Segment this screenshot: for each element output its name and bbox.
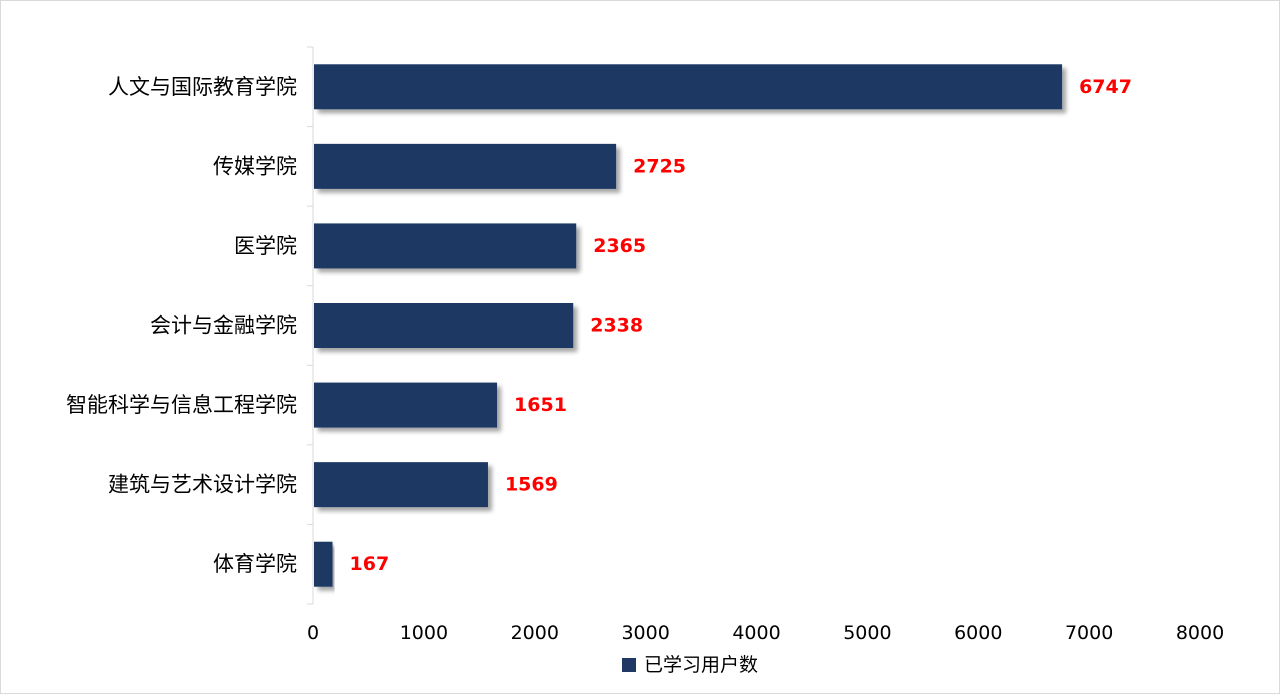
category-label: 传媒学院 [213,154,297,178]
data-label: 1569 [505,474,558,496]
x-tick-label: 8000 [1176,622,1224,644]
category-label: 人文与国际教育学院 [108,75,297,99]
bar [314,541,333,587]
x-tick-label: 2000 [511,622,559,644]
x-tick-label: 3000 [621,622,669,644]
x-tick-label: 6000 [954,622,1002,644]
x-tick-label: 7000 [1065,622,1113,644]
data-label: 2365 [593,235,646,257]
data-label: 2725 [633,155,686,177]
legend: 已学习用户数 [622,654,758,676]
data-label: 6747 [1079,76,1132,98]
category-label: 体育学院 [213,552,297,576]
bar [314,303,574,348]
bar [314,223,577,269]
bar [314,64,1063,110]
legend-swatch [622,658,636,672]
category-label: 会计与金融学院 [150,314,297,338]
bar [314,382,498,428]
bar [314,143,617,189]
x-tick-label: 0 [307,622,319,644]
bar [314,462,488,508]
plot-area: 人文与国际教育学院 6747 传媒学院 2725 医学院 2365 会计与金融学院 2338 智… [66,46,1224,644]
data-label: 2338 [590,315,643,337]
legend-label: 已学习用户数 [644,654,758,676]
data-label: 1651 [514,394,567,416]
category-label: 医学院 [234,234,297,258]
x-tick-label: 5000 [843,622,891,644]
data-label: 167 [350,553,390,575]
x-tick-label: 4000 [732,622,780,644]
x-tick-label: 1000 [400,622,448,644]
category-label: 智能科学与信息工程学院 [66,393,297,417]
category-label: 建筑与艺术设计学院 [108,473,297,497]
